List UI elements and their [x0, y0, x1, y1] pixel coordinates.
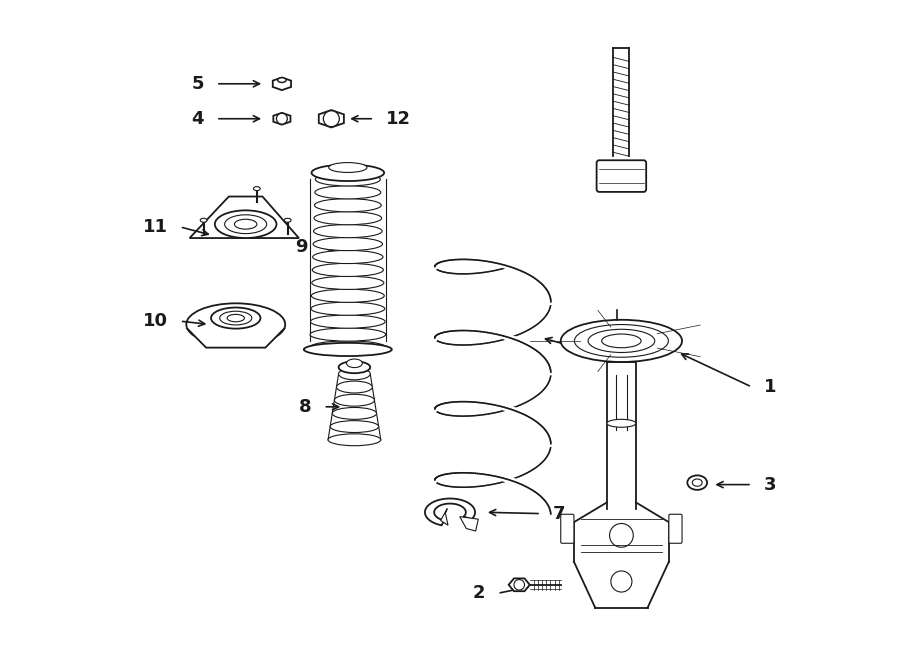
Text: 3: 3 — [764, 475, 777, 494]
Ellipse shape — [215, 211, 276, 238]
Ellipse shape — [574, 324, 669, 357]
Ellipse shape — [211, 308, 260, 328]
Circle shape — [323, 111, 339, 126]
Ellipse shape — [338, 368, 370, 380]
Ellipse shape — [186, 303, 285, 346]
Ellipse shape — [313, 238, 382, 251]
Text: 4: 4 — [192, 110, 204, 128]
Ellipse shape — [607, 419, 636, 427]
Ellipse shape — [315, 173, 381, 186]
Text: 7: 7 — [553, 504, 565, 522]
Ellipse shape — [254, 187, 260, 191]
Ellipse shape — [338, 361, 370, 373]
Ellipse shape — [328, 163, 367, 173]
Text: 11: 11 — [143, 218, 168, 236]
Ellipse shape — [278, 77, 286, 83]
Text: 12: 12 — [386, 110, 411, 128]
Polygon shape — [508, 579, 530, 591]
Text: 10: 10 — [143, 312, 168, 330]
Circle shape — [609, 524, 634, 547]
Circle shape — [276, 113, 287, 124]
Text: 8: 8 — [299, 398, 311, 416]
Ellipse shape — [332, 408, 376, 419]
Ellipse shape — [314, 212, 382, 225]
Ellipse shape — [220, 311, 252, 325]
FancyBboxPatch shape — [669, 514, 682, 544]
Ellipse shape — [311, 165, 384, 181]
Ellipse shape — [561, 320, 682, 362]
Ellipse shape — [311, 289, 384, 303]
Text: 9: 9 — [295, 238, 308, 256]
Polygon shape — [186, 328, 285, 348]
Ellipse shape — [234, 219, 256, 229]
Ellipse shape — [314, 199, 382, 212]
Ellipse shape — [346, 359, 363, 367]
Text: 2: 2 — [473, 585, 486, 602]
Ellipse shape — [310, 341, 386, 354]
Text: 6: 6 — [584, 337, 597, 355]
Ellipse shape — [304, 343, 392, 356]
Ellipse shape — [312, 263, 383, 277]
Polygon shape — [273, 77, 291, 90]
Polygon shape — [441, 508, 448, 525]
Ellipse shape — [335, 395, 374, 406]
Ellipse shape — [227, 314, 245, 322]
Ellipse shape — [330, 420, 379, 432]
Polygon shape — [274, 113, 291, 124]
Ellipse shape — [201, 218, 207, 222]
Ellipse shape — [588, 329, 655, 352]
Ellipse shape — [312, 250, 383, 263]
Polygon shape — [319, 110, 344, 127]
Polygon shape — [460, 516, 478, 531]
Ellipse shape — [328, 434, 381, 446]
Circle shape — [514, 579, 525, 590]
FancyBboxPatch shape — [561, 514, 574, 544]
Ellipse shape — [692, 479, 702, 487]
Text: 1: 1 — [764, 378, 777, 396]
Ellipse shape — [284, 218, 291, 222]
Text: 5: 5 — [192, 75, 204, 93]
Ellipse shape — [602, 334, 641, 348]
Ellipse shape — [310, 328, 385, 341]
Ellipse shape — [337, 381, 373, 393]
Ellipse shape — [310, 302, 384, 315]
Ellipse shape — [310, 315, 385, 328]
Ellipse shape — [688, 475, 707, 490]
Ellipse shape — [315, 186, 381, 199]
FancyBboxPatch shape — [597, 160, 646, 192]
Polygon shape — [190, 197, 299, 238]
Ellipse shape — [225, 214, 266, 234]
Circle shape — [611, 571, 632, 592]
Ellipse shape — [313, 224, 382, 238]
Ellipse shape — [311, 276, 383, 289]
